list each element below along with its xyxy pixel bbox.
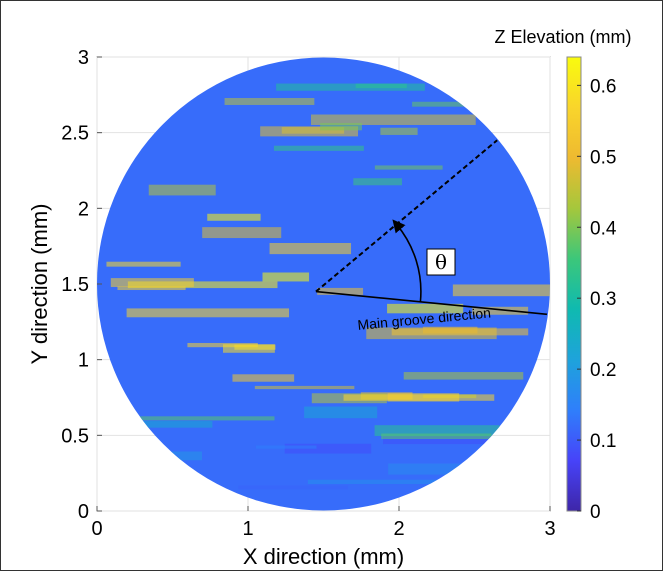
colorbar-tick-label: 0.3 (590, 289, 616, 310)
colorbar-ticks: 0 0.1 0.2 0.3 0.4 0.5 0.6 (577, 76, 617, 523)
y-tick-label: 1.5 (61, 274, 89, 296)
theta-box (426, 248, 456, 276)
surface-streak (276, 83, 425, 91)
y-tick-label: 2.5 (61, 123, 89, 145)
surface-streak (207, 213, 261, 221)
colorbar-tick-label: 0.2 (590, 360, 616, 381)
surface-streak (355, 83, 407, 89)
x-tick-label: 0 (91, 518, 102, 540)
surface-streak (307, 479, 451, 485)
surface-streak (126, 308, 290, 318)
y-tick-label: 2 (78, 198, 89, 220)
colorbar-tick-label: 0 (590, 502, 601, 523)
surface-streak (262, 272, 310, 282)
surface-streak (269, 242, 352, 255)
surface-streak (343, 394, 495, 401)
surface-streak (202, 227, 282, 239)
x-axis-label: X direction (mm) (243, 544, 404, 569)
surface-streak (383, 436, 529, 445)
colorbar: 0 0.1 0.2 0.3 0.4 0.5 0.6 Z Elevation (mm) (494, 27, 631, 523)
surface-streak (116, 416, 275, 421)
colorbar-tick-label: 0.5 (590, 147, 616, 168)
x-axis-ticks: 0 1 2 3 (91, 506, 556, 540)
colorbar-title: Z Elevation (mm) (494, 27, 631, 47)
main-groove-line (315, 290, 548, 316)
surface-streak (224, 98, 315, 105)
colorbar-gradient (566, 56, 582, 512)
surface-streak (403, 372, 524, 380)
surface-streak (380, 127, 418, 135)
colorbar-tick-label: 0.6 (590, 76, 616, 97)
surface-streak (472, 306, 529, 315)
surface-streak (387, 303, 464, 314)
x-tick-label: 1 (242, 518, 253, 540)
y-tick-label: 3 (78, 47, 89, 69)
surface-streak (422, 326, 478, 334)
surface-streak (222, 344, 275, 353)
colorbar-tick-label: 0.1 (590, 431, 616, 452)
surface-streak (106, 261, 181, 267)
surface-streak (273, 145, 364, 151)
y-tick-label: 0.5 (61, 425, 89, 447)
surface-streak (232, 374, 295, 382)
surface-streak (284, 443, 372, 454)
measurement-dashed-line (315, 139, 498, 293)
y-tick-label: 1 (78, 350, 89, 372)
surface-streak (320, 122, 362, 131)
surface-streak (374, 425, 500, 437)
surface-streak (148, 184, 216, 196)
y-axis-label: Y direction (mm) (27, 204, 52, 365)
surface-streak (317, 287, 364, 295)
surface-streak (117, 286, 186, 291)
surface-streak (110, 278, 194, 288)
surface-streak (452, 284, 550, 297)
x-tick-label: 3 (544, 518, 555, 540)
surface-streak (254, 385, 355, 390)
surface-streak (353, 178, 402, 186)
angle-arrow (392, 219, 422, 302)
surface-streak (255, 445, 317, 449)
theta-symbol: θ (435, 250, 447, 274)
y-axis-ticks: 0 0.5 1 1.5 2 2.5 3 (61, 47, 102, 523)
surface-streak (187, 342, 258, 348)
surface-streak (381, 433, 492, 440)
surface-streak (97, 421, 213, 428)
y-tick-label: 0 (78, 501, 89, 523)
surface-streak (388, 463, 481, 475)
colorbar-tick-label: 0.4 (590, 218, 617, 239)
surface-streak (260, 126, 359, 137)
surface-streak (238, 485, 349, 490)
surface-streak (127, 281, 278, 289)
surface-streak (310, 114, 476, 125)
x-tick-label: 2 (393, 518, 404, 540)
surface-streak (374, 165, 443, 170)
surface-streak (304, 406, 378, 419)
surface-streak (412, 101, 499, 107)
